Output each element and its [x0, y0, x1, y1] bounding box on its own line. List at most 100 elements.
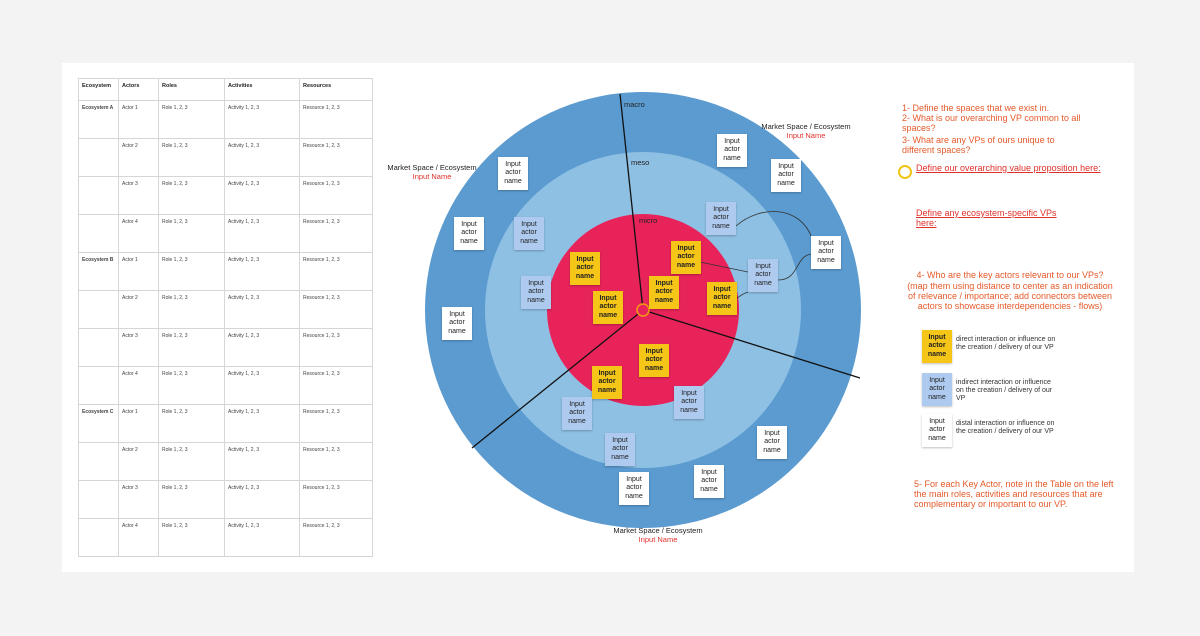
table-cell: Actor 3	[118, 480, 159, 519]
table-cell: Resource 1, 2, 3	[299, 252, 373, 291]
connector	[777, 253, 813, 281]
table-cell: Role 1, 2, 3	[158, 518, 225, 557]
table-row: Actor 4 Role 1, 2, 3 Activity 1, 2, 3 Resou…	[78, 518, 373, 557]
actor-note[interactable]: Input actor name	[694, 465, 724, 498]
market-space-label: Market Space / Ecosystem Input Name	[746, 122, 866, 140]
table-cell: Actor 4	[118, 214, 159, 253]
actor-note[interactable]: Input actor name	[748, 259, 778, 292]
table-row: Actor 2 Role 1, 2, 3 Activity 1, 2, 3 Resou…	[78, 138, 373, 177]
table-row: Actor 2 Role 1, 2, 3 Activity 1, 2, 3 Resou…	[78, 290, 373, 329]
step: 1- Define the spaces that we exist in.	[902, 103, 1050, 113]
legend-note: Input actor name	[922, 414, 952, 447]
actor-note[interactable]: Input actor name	[562, 397, 592, 430]
marker	[898, 165, 912, 179]
actor-note[interactable]: Input actor name	[514, 217, 544, 250]
table-cell: Actor 1	[118, 100, 159, 139]
table-cell: Resource 1, 2, 3	[299, 176, 373, 215]
actor-note[interactable]: Input actor name	[639, 344, 669, 377]
table-cell	[78, 328, 119, 367]
table-cell: Resource 1, 2, 3	[299, 404, 373, 443]
table-cell: Resource 1, 2, 3	[299, 480, 373, 519]
table-cell	[78, 176, 119, 215]
table-cell: Actor 2	[118, 290, 159, 329]
actor-note[interactable]: Input actor name	[649, 276, 679, 309]
table-row: Ecosystem B Actor 1 Role 1, 2, 3 Activity 1…	[78, 252, 373, 291]
legend-note: Input actor name	[922, 373, 952, 406]
market-space-name: Input Name	[412, 172, 452, 181]
actor-note[interactable]: Input actor name	[811, 236, 841, 269]
table-cell: Actor 3	[118, 328, 159, 367]
header-row: Ecosystem Actors Roles Activities Resources	[78, 78, 373, 101]
table-cell: Resource 1, 2, 3	[299, 328, 373, 367]
market-space-label: Market Space / Ecosystem Input Name	[598, 526, 718, 544]
market-space-label: Market Space / Ecosystem Input Name	[372, 163, 492, 181]
actor-table: Ecosystem Actors Roles Activities Resources E…	[78, 78, 373, 557]
divider	[642, 309, 861, 379]
table-cell: Resource 1, 2, 3	[299, 100, 373, 139]
table-row: Actor 4 Role 1, 2, 3 Activity 1, 2, 3 Resou…	[78, 366, 373, 405]
actor-note[interactable]: Input actor name	[521, 276, 551, 309]
table-cell: Activity 1, 2, 3	[224, 366, 300, 405]
table-cell: Role 1, 2, 3	[158, 442, 225, 481]
table-cell	[78, 480, 119, 519]
actor-note[interactable]: Input actor name	[442, 307, 472, 340]
actor-note[interactable]: Input actor name	[707, 282, 737, 315]
table-cell	[78, 214, 119, 253]
table-cell: Activity 1, 2, 3	[224, 138, 300, 177]
table-row: Actor 3 Role 1, 2, 3 Activity 1, 2, 3 Resou…	[78, 328, 373, 367]
legend-text: distal interaction or influence on the c…	[956, 420, 1055, 435]
actor-note[interactable]: Input actor name	[592, 366, 622, 399]
connector	[699, 261, 749, 273]
table-cell: Actor 1	[118, 252, 159, 291]
actor-note[interactable]: Input actor name	[619, 472, 649, 505]
actor-note[interactable]: Input actor name	[498, 157, 528, 190]
column-header: Resources	[299, 78, 373, 101]
table-cell: Role 1, 2, 3	[158, 404, 225, 443]
table-cell	[78, 290, 119, 329]
column-header: Ecosystem	[78, 78, 119, 101]
actor-note[interactable]: Input actor name	[717, 134, 747, 167]
table-row: Ecosystem C Actor 1 Role 1, 2, 3 Activity 1…	[78, 404, 373, 443]
table-cell: Role 1, 2, 3	[158, 252, 225, 291]
table-cell: Actor 3	[118, 176, 159, 215]
legend-text: direct interaction or influence on the c…	[956, 336, 1056, 351]
table-cell: Role 1, 2, 3	[158, 138, 225, 177]
vp-input[interactable]: Define our overarching value proposition…	[916, 163, 1101, 173]
table-cell: Activity 1, 2, 3	[224, 518, 300, 557]
step: 4- Who are the key actors relevant to ou…	[916, 270, 1104, 280]
table-cell: Role 1, 2, 3	[158, 214, 225, 253]
ring-label: macro	[624, 100, 645, 109]
table-cell: Actor 4	[118, 366, 159, 405]
table-cell: Role 1, 2, 3	[158, 290, 225, 329]
table-cell: Activity 1, 2, 3	[224, 252, 300, 291]
actor-note[interactable]: Input actor name	[570, 252, 600, 285]
table-row: Actor 2 Role 1, 2, 3 Activity 1, 2, 3 Resou…	[78, 442, 373, 481]
actor-note[interactable]: Input actor name	[674, 386, 704, 419]
table-cell: Activity 1, 2, 3	[224, 442, 300, 481]
actor-note[interactable]: Input actor name	[757, 426, 787, 459]
table-cell: Resource 1, 2, 3	[299, 290, 373, 329]
divider	[471, 309, 644, 449]
table-cell: Resource 1, 2, 3	[299, 366, 373, 405]
table-cell: Ecosystem A	[78, 100, 119, 139]
table-cell: Resource 1, 2, 3	[299, 442, 373, 481]
ring-label: meso	[631, 158, 650, 167]
actor-note[interactable]: Input actor name	[605, 433, 635, 466]
table-row: Actor 3 Role 1, 2, 3 Activity 1, 2, 3 Resou…	[78, 480, 373, 519]
actor-note[interactable]: Input actor name	[454, 217, 484, 250]
vp-input[interactable]: Define any ecosystem-specific VPs here:	[916, 208, 1057, 228]
step: 2- What is our overarching VP common to …	[902, 113, 1081, 133]
table-cell: Role 1, 2, 3	[158, 100, 225, 139]
legend-text: indirect interaction or influence on the…	[956, 379, 1053, 402]
table-row: Actor 4 Role 1, 2, 3 Activity 1, 2, 3 Resou…	[78, 214, 373, 253]
actor-note[interactable]: Input actor name	[593, 291, 623, 324]
table-cell: Actor 4	[118, 518, 159, 557]
table-cell: Resource 1, 2, 3	[299, 518, 373, 557]
actor-note[interactable]: Input actor name	[706, 202, 736, 235]
step: 5- For each Key Actor, note in the Table…	[914, 479, 1114, 509]
table-cell: Activity 1, 2, 3	[224, 328, 300, 367]
table-row: Ecosystem A Actor 1 Role 1, 2, 3 Activity 1…	[78, 100, 373, 139]
actor-note[interactable]: Input actor name	[771, 159, 801, 192]
actor-note[interactable]: Input actor name	[671, 241, 701, 274]
